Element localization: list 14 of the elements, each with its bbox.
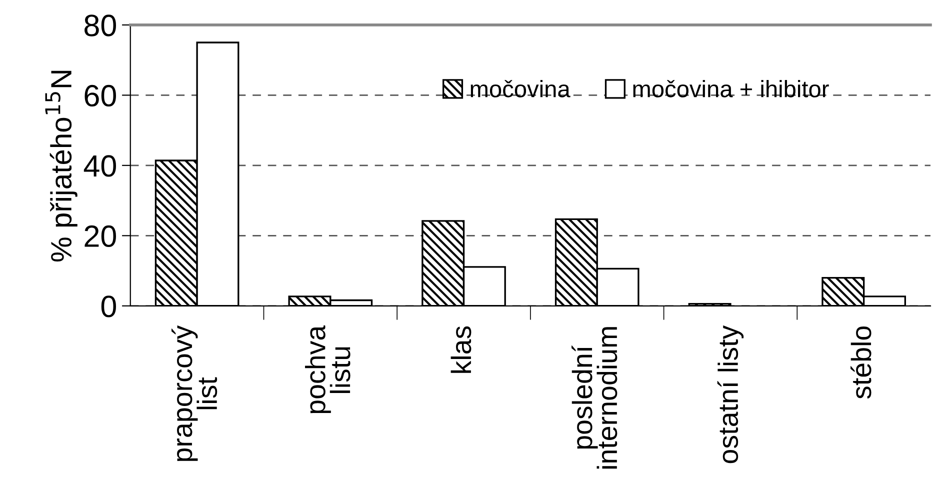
y-tick-label: 20 (84, 225, 116, 248)
x-tick-label: klas (450, 326, 472, 373)
y-tick-label: 60 (84, 84, 116, 107)
x-tick-label: stéblo (850, 326, 872, 399)
x-tick-label: pochva listu (305, 325, 350, 414)
x-tick-label: ostatní listy (717, 325, 744, 464)
y-tick-label: 0 (101, 296, 116, 318)
y-tick-label: 80 (84, 14, 116, 36)
y-tick-label: 40 (84, 155, 116, 177)
x-tick-label: poslední internodium (572, 327, 618, 469)
y-axis-title: % přijatého$^{15}$N (45, 70, 78, 262)
legend-label: močovina + ihibitor (633, 80, 829, 98)
legend-label: močovina (470, 80, 570, 98)
x-tick-label: praporcový list (172, 325, 218, 461)
